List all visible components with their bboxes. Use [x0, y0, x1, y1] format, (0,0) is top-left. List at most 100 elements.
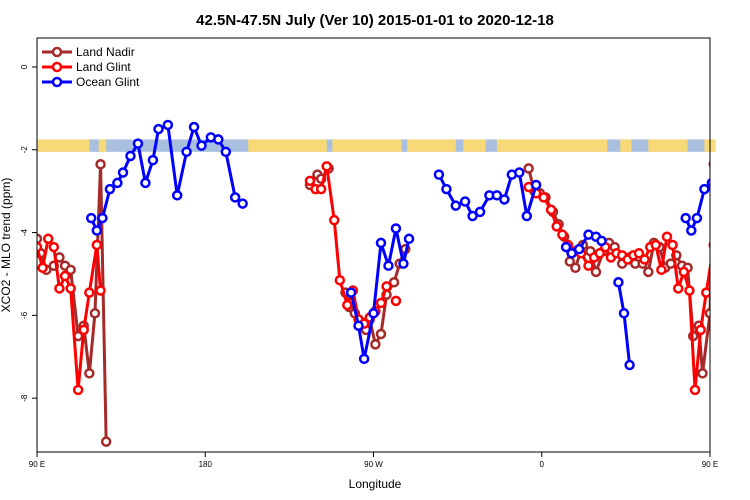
data-point — [728, 140, 736, 148]
land-block — [463, 139, 486, 152]
data-point — [84, 287, 95, 298]
data-point — [85, 212, 97, 224]
data-point — [171, 190, 183, 201]
data-point — [42, 233, 54, 245]
legend-item-ocean-glint: Ocean Glint — [42, 75, 140, 89]
data-point — [368, 308, 379, 319]
data-point — [701, 287, 710, 298]
data-point — [345, 287, 357, 298]
data-point — [181, 146, 192, 158]
data-point — [667, 239, 678, 251]
data-point — [721, 152, 729, 160]
data-point — [95, 285, 106, 296]
data-point — [132, 138, 144, 149]
data-point — [321, 161, 333, 172]
data-point — [704, 308, 710, 319]
data-point — [48, 241, 60, 253]
data-point — [713, 169, 721, 177]
y-tick-label: -6 — [20, 311, 29, 319]
data-point — [229, 192, 241, 203]
data-point — [390, 223, 402, 234]
data-point — [736, 179, 744, 187]
y-axis: 0 -2 -4 -6 -8 — [20, 64, 37, 402]
data-point — [613, 277, 624, 288]
data-point — [390, 295, 402, 307]
data-point — [570, 262, 581, 274]
data-point — [237, 198, 248, 209]
data-point — [370, 339, 381, 350]
data-point — [594, 248, 605, 259]
data-point — [450, 200, 462, 211]
data-point — [375, 237, 387, 249]
data-point — [656, 264, 667, 276]
data-point — [573, 243, 585, 255]
data-point — [538, 192, 549, 203]
data-point — [91, 225, 103, 236]
x-tick-label: 90 E — [29, 460, 45, 469]
x-axis-label: Longitude — [349, 477, 402, 491]
series-line — [616, 281, 632, 366]
data-point — [618, 308, 630, 319]
data-point — [353, 320, 364, 331]
data-point — [684, 285, 695, 296]
data-point — [37, 233, 43, 245]
data-point — [65, 283, 76, 294]
data-point — [474, 206, 486, 218]
data-point — [375, 297, 387, 309]
data-point — [499, 194, 510, 205]
land-block — [248, 139, 327, 152]
data-point — [672, 283, 684, 294]
x-tick-label: 90 W — [364, 460, 383, 469]
data-point — [388, 277, 400, 288]
data-point — [530, 179, 542, 191]
data-point — [213, 134, 224, 145]
data-point — [514, 167, 525, 178]
data-point — [125, 150, 136, 162]
data-point — [37, 262, 48, 274]
data-point — [196, 140, 207, 151]
chart-title: 42.5N-47.5N July (Ver 10) 2015-01-01 to … — [196, 12, 554, 29]
data-point — [708, 241, 710, 249]
data-point — [188, 121, 200, 133]
y-tick-label: -8 — [20, 394, 29, 402]
data-point — [697, 368, 708, 379]
data-point — [65, 264, 76, 276]
data-point — [315, 183, 327, 195]
x-tick-label: 90 E — [702, 460, 718, 469]
data-point — [112, 177, 123, 189]
land-block — [98, 139, 107, 152]
y-tick-label: 0 — [20, 64, 29, 69]
land-block — [620, 139, 632, 152]
data-point — [37, 241, 43, 253]
data-point — [54, 283, 65, 294]
data-point — [545, 204, 557, 216]
series-ocean-glint — [85, 119, 744, 371]
data-point — [140, 177, 151, 189]
series-layer — [37, 119, 744, 447]
data-point — [334, 274, 346, 286]
data-point — [523, 163, 534, 174]
data-point — [220, 146, 232, 158]
data-point — [78, 324, 89, 336]
legend-label-land-nadir: Land Nadir — [76, 45, 135, 59]
x-tick-label: 0 — [540, 460, 545, 469]
data-point — [680, 212, 691, 224]
data-point — [521, 210, 533, 222]
data-point — [100, 436, 112, 447]
land-block — [332, 139, 402, 152]
data-point — [706, 178, 710, 188]
data-point — [633, 248, 645, 259]
legend-label-ocean-glint: Ocean Glint — [76, 75, 140, 89]
y-tick-label: -4 — [20, 228, 29, 236]
data-point — [381, 281, 392, 292]
data-point — [661, 231, 673, 242]
legend-item-land-glint: Land Glint — [42, 60, 131, 74]
data-point — [398, 258, 409, 269]
data-point — [84, 368, 95, 379]
data-point — [59, 270, 71, 282]
data-point — [383, 260, 394, 271]
land-block — [496, 139, 608, 152]
data-point — [491, 190, 503, 201]
data-point — [91, 239, 103, 251]
